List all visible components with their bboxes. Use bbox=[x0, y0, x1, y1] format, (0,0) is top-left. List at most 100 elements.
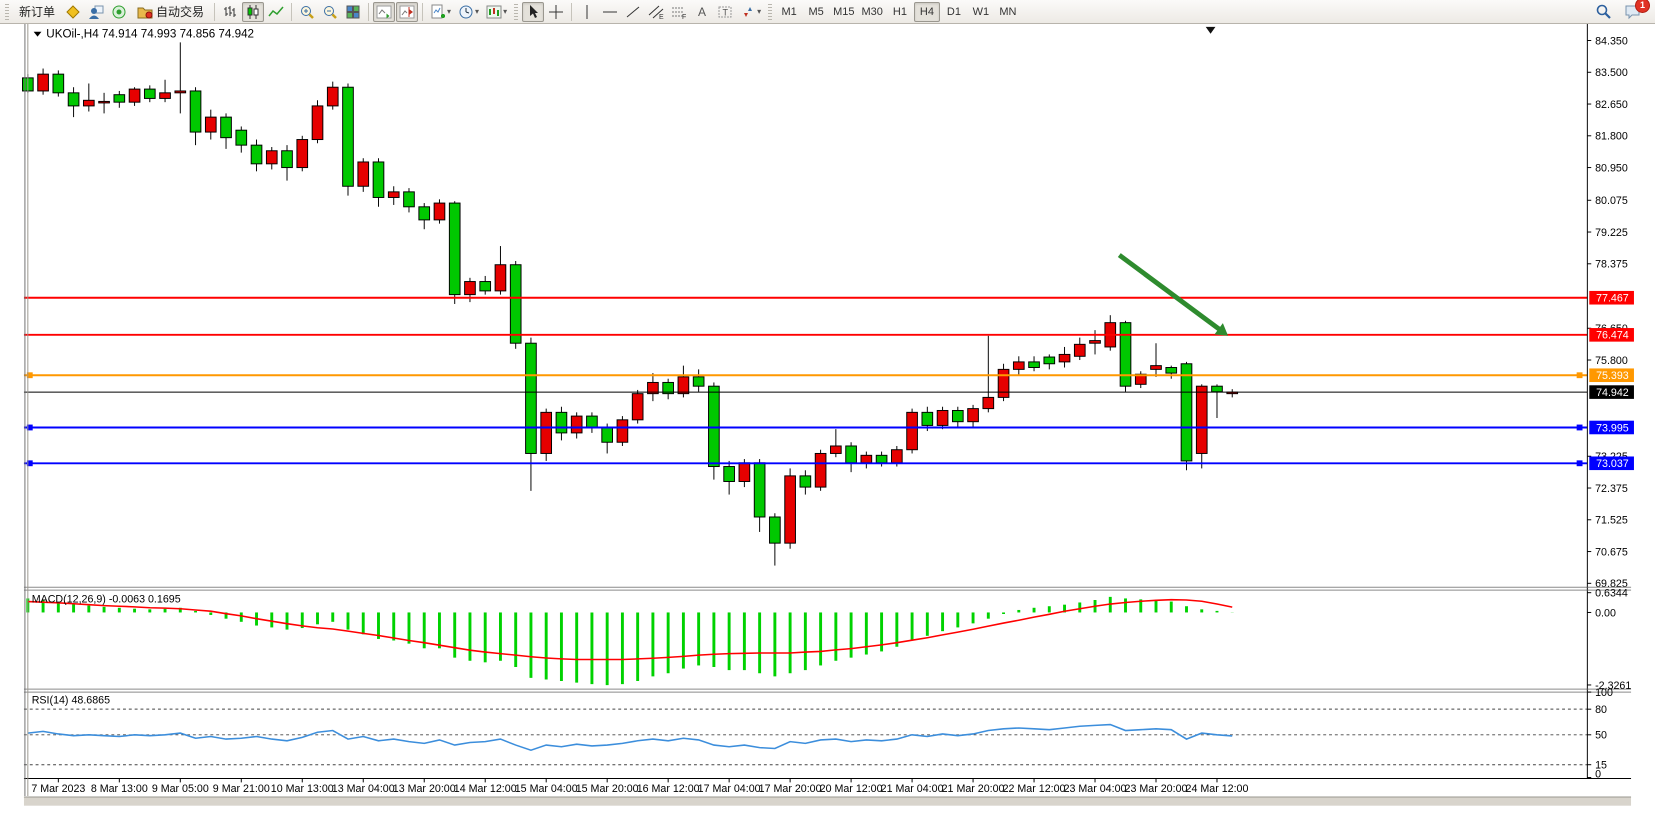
date-label: 17 Mar 20:00 bbox=[759, 783, 822, 795]
line-chart-mode-icon[interactable] bbox=[265, 2, 287, 22]
tile-windows-icon[interactable] bbox=[342, 2, 364, 22]
candle-body bbox=[464, 281, 476, 296]
channel-tool-icon[interactable]: E bbox=[645, 2, 667, 22]
trendline-tool-icon[interactable] bbox=[622, 2, 644, 22]
candle-body bbox=[936, 409, 949, 426]
date-label: 23 Mar 04:00 bbox=[1064, 783, 1127, 795]
rsi-axis-label: 15 bbox=[1595, 760, 1607, 772]
candle-body bbox=[525, 342, 537, 454]
date-label: 10 Mar 13:00 bbox=[271, 783, 334, 795]
date-label: 13 Mar 04:00 bbox=[332, 783, 395, 795]
candle-body bbox=[1058, 353, 1071, 363]
chart-background bbox=[23, 24, 1632, 806]
price-line-handle[interactable] bbox=[26, 460, 33, 467]
candle-body bbox=[143, 88, 156, 99]
auto-scroll-icon[interactable] bbox=[373, 1, 396, 22]
fibonacci-tool-icon[interactable]: F bbox=[668, 2, 690, 22]
chart-shift-icon[interactable] bbox=[396, 1, 419, 22]
add-indicator-icon[interactable]: ▾ bbox=[427, 2, 454, 22]
cursor-tool-icon[interactable] bbox=[522, 1, 545, 22]
date-label: 8 Mar 13:00 bbox=[91, 783, 148, 795]
chart-canvas[interactable]: 84.350 83.500 82.650 81.800 80.950 80.075 79.2… bbox=[0, 24, 1655, 829]
timeframe-d1-button[interactable]: D1 bbox=[946, 5, 961, 18]
date-label: 15 Mar 20:00 bbox=[576, 783, 639, 795]
horizontal-line-tool-icon[interactable] bbox=[599, 2, 621, 22]
zoom-in-icon[interactable] bbox=[296, 2, 318, 22]
price-badge bbox=[1589, 328, 1634, 342]
candle-body bbox=[555, 411, 568, 434]
chart-shift-marker[interactable] bbox=[1205, 26, 1216, 34]
candlestick-mode-icon[interactable] bbox=[242, 1, 265, 22]
candle-body bbox=[433, 202, 446, 221]
timeframe-w1-button[interactable]: W1 bbox=[972, 5, 990, 18]
price-axis-label: 79.225 bbox=[1595, 227, 1628, 239]
rsi-title: RSI(14) 48.6865 bbox=[32, 695, 110, 707]
candle-body bbox=[921, 411, 934, 426]
trend-arrow-line[interactable] bbox=[1117, 253, 1222, 332]
price-line-handle[interactable] bbox=[1576, 424, 1583, 431]
date-label: 23 Mar 20:00 bbox=[1125, 783, 1188, 795]
text-tool-icon[interactable]: A bbox=[691, 2, 713, 22]
symbol-dropdown-icon[interactable] bbox=[33, 31, 42, 37]
text-label-tool-icon[interactable]: T bbox=[714, 2, 736, 22]
candle-body bbox=[1073, 343, 1086, 357]
candle-body bbox=[1089, 340, 1101, 344]
candle-body bbox=[677, 376, 690, 395]
timeframe-h4-button[interactable]: H4 bbox=[913, 1, 940, 22]
price-axis-label: 78.375 bbox=[1595, 259, 1628, 271]
price-line-handle[interactable] bbox=[26, 424, 33, 431]
crosshair-tool-icon[interactable] bbox=[545, 2, 567, 22]
price-axis-label: 72.375 bbox=[1595, 483, 1628, 495]
price-axis-label: 83.500 bbox=[1595, 67, 1628, 79]
price-badge bbox=[1589, 456, 1634, 471]
toolbar-grip[interactable] bbox=[5, 3, 9, 20]
date-label: 24 Mar 12:00 bbox=[1186, 783, 1249, 795]
auto-trading-button[interactable]: 自动交易 bbox=[131, 2, 210, 22]
candle-body bbox=[174, 90, 187, 94]
periods-clock-icon[interactable]: ▾ bbox=[455, 2, 482, 22]
metaquotes-gem-icon[interactable] bbox=[62, 2, 84, 22]
profile-icon[interactable] bbox=[85, 2, 107, 22]
toolbar-grip[interactable] bbox=[768, 3, 773, 20]
candle-body bbox=[708, 385, 720, 468]
timeframe-m1-button[interactable]: M1 bbox=[781, 5, 797, 18]
rsi-line bbox=[27, 723, 1233, 752]
candle-body bbox=[799, 475, 812, 488]
macd-title: MACD(12,26,9) -0.0063 0.1695 bbox=[32, 594, 181, 606]
candle-body bbox=[891, 449, 903, 464]
price-line-handle[interactable] bbox=[26, 372, 33, 379]
chevron-down-icon: ▾ bbox=[757, 7, 762, 16]
bar-chart-mode-icon[interactable] bbox=[219, 2, 241, 22]
templates-icon[interactable]: ▾ bbox=[483, 2, 510, 22]
price-badge-label: 74.942 bbox=[1596, 387, 1629, 399]
zoom-out-icon[interactable] bbox=[319, 2, 341, 22]
signals-icon[interactable] bbox=[108, 2, 130, 22]
candle-body bbox=[540, 411, 553, 454]
candle-body bbox=[82, 99, 95, 107]
timeframe-h1-button[interactable]: H1 bbox=[892, 5, 907, 18]
price-line-handle[interactable] bbox=[1576, 372, 1583, 379]
trend-arrow-head[interactable] bbox=[1214, 323, 1229, 336]
arrows-tool-icon[interactable]: ▾ bbox=[737, 2, 764, 22]
rsi-axis-label: 100 bbox=[1595, 687, 1613, 699]
timeframe-m5-button[interactable]: M5 bbox=[808, 5, 824, 18]
candle-body bbox=[52, 73, 65, 94]
price-line-handle[interactable] bbox=[1576, 460, 1583, 467]
candle-body bbox=[1165, 367, 1178, 374]
new-order-button[interactable]: 新订单 bbox=[19, 5, 56, 19]
timeframe-m15-button[interactable]: M15 bbox=[833, 5, 855, 18]
chevron-down-icon: ▾ bbox=[447, 7, 452, 16]
price-badge-label: 75.393 bbox=[1596, 370, 1629, 382]
timeframe-m30-button[interactable]: M30 bbox=[861, 5, 883, 18]
notifications-chat-icon[interactable]: 1 bbox=[1621, 0, 1650, 22]
svg-text:E: E bbox=[659, 14, 664, 20]
vertical-line-tool-icon[interactable] bbox=[576, 2, 598, 22]
timeframe-mn-button[interactable]: MN bbox=[999, 5, 1017, 18]
candle-body bbox=[387, 191, 400, 198]
candle-body bbox=[418, 206, 431, 221]
rsi-axis-label: 0 bbox=[1595, 769, 1601, 781]
auto-trading-folder-icon bbox=[137, 7, 153, 18]
toolbar-grip[interactable] bbox=[514, 3, 519, 20]
search-icon[interactable] bbox=[1592, 2, 1615, 22]
date-label: 15 Mar 04:00 bbox=[515, 783, 578, 795]
